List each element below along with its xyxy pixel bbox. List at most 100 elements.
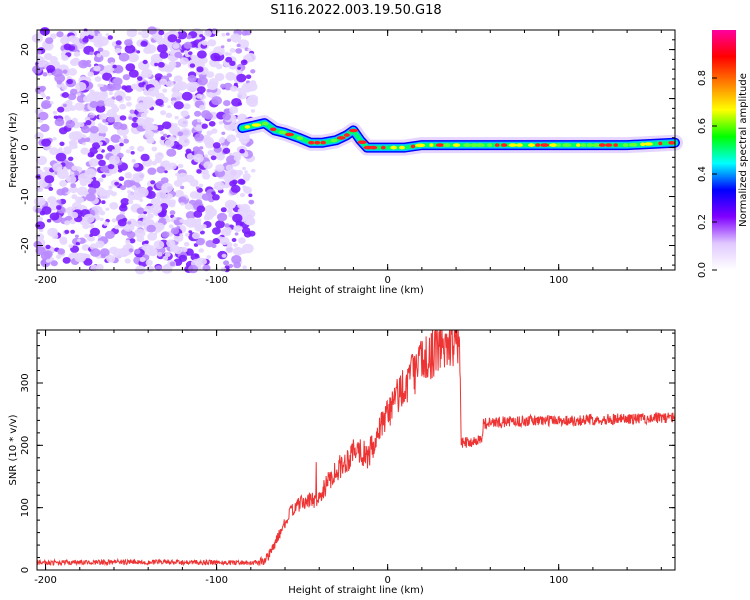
noise-blob bbox=[198, 248, 205, 253]
noise-blob bbox=[121, 85, 127, 90]
noise-blob bbox=[177, 163, 184, 169]
ridge-hotspot bbox=[343, 133, 350, 137]
noise-blob bbox=[183, 103, 191, 110]
noise-blob bbox=[151, 146, 158, 152]
noise-blob bbox=[74, 234, 79, 238]
noise-blob bbox=[150, 250, 158, 256]
noise-blob bbox=[193, 153, 205, 163]
noise-blob bbox=[54, 73, 66, 83]
noise-blob bbox=[146, 136, 155, 144]
noise-blob bbox=[160, 208, 168, 215]
noise-blob bbox=[195, 124, 202, 129]
ridge-hotspot bbox=[410, 144, 416, 149]
noise-blob bbox=[35, 165, 41, 170]
noise-blob bbox=[213, 181, 225, 191]
noise-blob bbox=[141, 68, 153, 79]
noise-blob bbox=[134, 248, 141, 255]
noise-blob bbox=[38, 111, 49, 121]
noise-blob bbox=[59, 180, 68, 187]
noise-blob bbox=[204, 30, 212, 37]
noise-blob bbox=[197, 218, 202, 222]
noise-blob bbox=[199, 230, 205, 235]
noise-blob bbox=[104, 64, 115, 74]
noise-blob bbox=[128, 69, 139, 78]
noise-blob bbox=[158, 30, 165, 36]
noise-blob bbox=[89, 233, 93, 237]
noise-blob bbox=[83, 213, 95, 224]
noise-blob bbox=[70, 183, 77, 188]
noise-blob bbox=[56, 166, 62, 171]
noise-blob bbox=[156, 37, 166, 45]
noise-blob bbox=[211, 243, 217, 249]
noise-blob bbox=[247, 48, 252, 52]
noise-blob bbox=[97, 124, 108, 134]
noise-blob bbox=[195, 186, 200, 190]
noise-blob bbox=[49, 33, 57, 40]
noise-blob bbox=[114, 47, 122, 54]
noise-blob bbox=[97, 101, 104, 107]
noise-blob bbox=[126, 231, 136, 239]
noise-blob bbox=[231, 238, 237, 242]
noise-blob bbox=[180, 110, 189, 117]
noise-blob bbox=[196, 30, 202, 35]
noise-blob bbox=[65, 99, 73, 107]
ridge-hotspot bbox=[278, 130, 287, 135]
spectrogram-ytick-label: 0 bbox=[20, 144, 31, 150]
noise-blob bbox=[196, 205, 206, 213]
noise-blob bbox=[120, 203, 127, 209]
noise-blob bbox=[236, 73, 247, 83]
noise-blob bbox=[184, 233, 190, 237]
noise-blob bbox=[118, 176, 125, 181]
noise-blob bbox=[105, 33, 110, 37]
noise-blob bbox=[97, 123, 103, 127]
noise-blob bbox=[96, 40, 104, 46]
noise-blob bbox=[112, 64, 117, 69]
noise-blob bbox=[136, 207, 145, 215]
noise-blob bbox=[51, 233, 59, 240]
noise-blob bbox=[165, 80, 174, 87]
noise-blob bbox=[89, 125, 99, 134]
ridge-hotspot bbox=[261, 121, 269, 126]
noise-blob bbox=[172, 43, 180, 49]
noise-blob bbox=[72, 201, 82, 210]
noise-blob bbox=[84, 233, 90, 238]
noise-blob bbox=[39, 123, 50, 133]
noise-blob bbox=[69, 186, 79, 194]
noise-blob bbox=[127, 192, 138, 201]
noise-blob bbox=[114, 181, 120, 186]
noise-blob bbox=[239, 192, 246, 198]
noise-blob bbox=[64, 115, 70, 120]
noise-blob bbox=[177, 137, 190, 147]
noise-blob bbox=[62, 257, 71, 264]
noise-blob bbox=[66, 78, 74, 85]
noise-blob bbox=[110, 191, 117, 197]
noise-blob bbox=[233, 243, 238, 248]
noise-blob bbox=[162, 255, 169, 261]
noise-blob bbox=[250, 109, 255, 113]
noise-blob bbox=[93, 65, 101, 72]
noise-blob bbox=[162, 133, 168, 138]
colorbar-ticks: 0.0 0.2 0.4 0.6 0.8 bbox=[697, 70, 717, 278]
ridge-hotspot bbox=[540, 143, 550, 147]
noise-blob bbox=[115, 40, 122, 46]
noise-blob bbox=[173, 246, 183, 255]
noise-blob bbox=[156, 43, 168, 53]
noise-blob bbox=[41, 206, 52, 215]
noise-blob bbox=[126, 101, 132, 107]
noise-blob bbox=[100, 254, 106, 259]
noise-blob bbox=[198, 183, 204, 188]
noise-blob bbox=[117, 168, 123, 173]
noise-blob bbox=[155, 190, 167, 200]
noise-blob bbox=[136, 235, 145, 243]
noise-blob bbox=[188, 51, 193, 56]
noise-blob bbox=[137, 76, 143, 81]
noise-blob bbox=[185, 148, 192, 154]
noise-blob bbox=[63, 148, 72, 155]
snr-panel: -200 -100 0 100 0 100 200 300 Height of straigh… bbox=[8, 329, 676, 596]
noise-blob bbox=[98, 159, 106, 167]
ridge-hotspot bbox=[330, 138, 338, 143]
noise-blob bbox=[142, 59, 148, 65]
ridge-hotspot bbox=[501, 143, 508, 147]
noise-blob bbox=[219, 236, 230, 246]
